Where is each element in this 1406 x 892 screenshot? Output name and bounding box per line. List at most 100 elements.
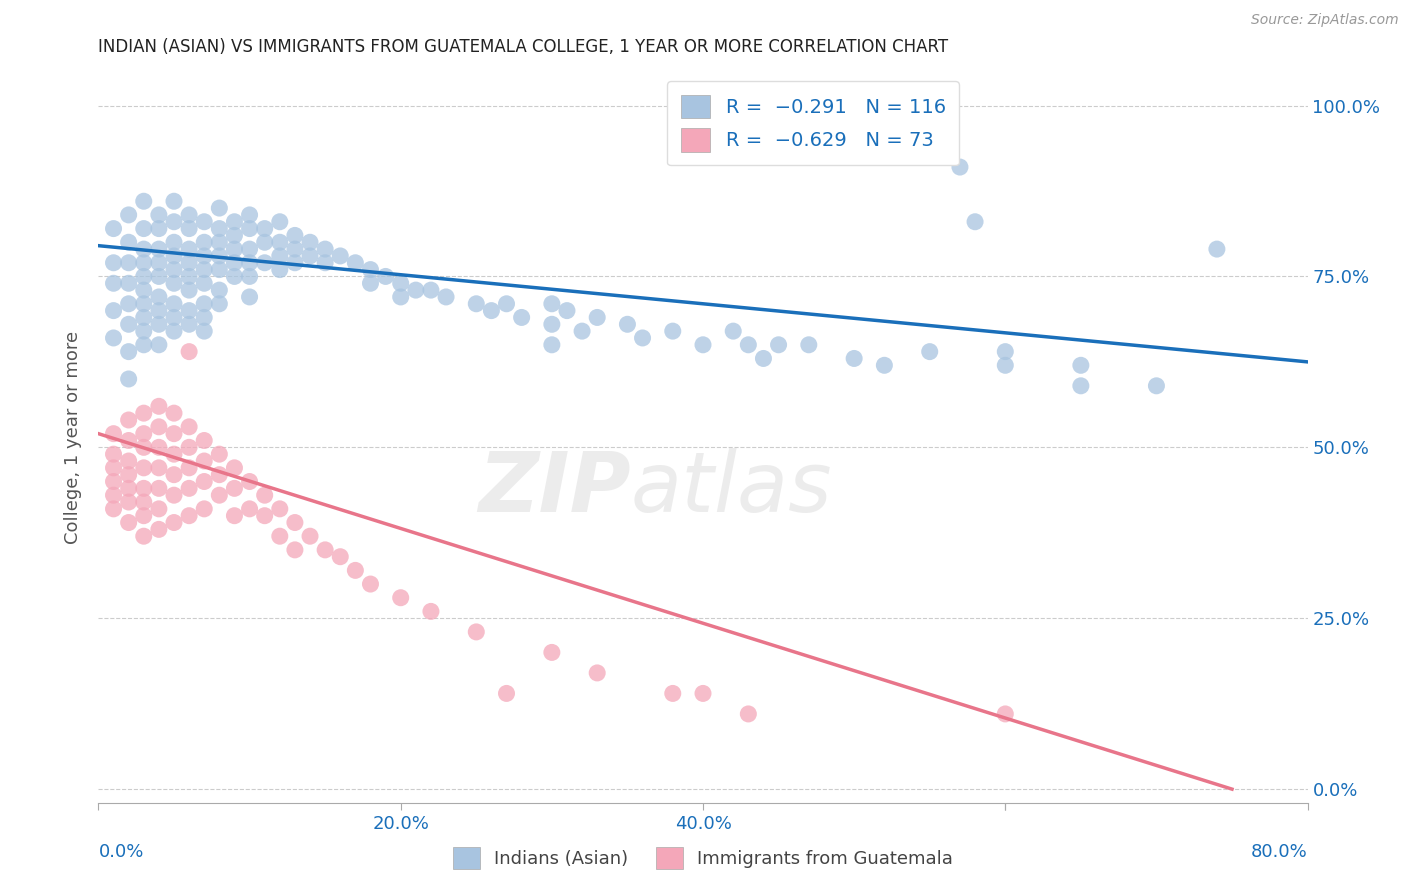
Point [132, 269, 155, 284]
Point [163, 277, 186, 291]
Point [360, 262, 382, 277]
Point [752, 351, 775, 366]
Point [224, 460, 246, 475]
Point [844, 351, 866, 366]
Point [132, 256, 155, 270]
Point [179, 508, 201, 523]
Point [269, 262, 291, 277]
Point [374, 269, 396, 284]
Point [132, 221, 155, 235]
Point [179, 344, 201, 359]
Point [118, 318, 141, 332]
Point [420, 283, 443, 297]
Point [555, 303, 578, 318]
Point [949, 160, 972, 174]
Point [389, 290, 412, 304]
Point [132, 460, 155, 475]
Point [420, 604, 443, 618]
Point [299, 529, 322, 543]
Point [132, 310, 155, 325]
Point [314, 542, 336, 557]
Point [148, 318, 170, 332]
Point [118, 235, 141, 250]
Point [239, 475, 262, 489]
Point [148, 256, 170, 270]
Point [299, 249, 322, 263]
Point [571, 324, 593, 338]
Point [299, 235, 322, 250]
Point [148, 440, 170, 454]
Point [103, 221, 125, 235]
Point [193, 434, 215, 448]
Point [163, 262, 186, 277]
Point [662, 686, 685, 700]
Point [118, 467, 141, 482]
Point [118, 434, 141, 448]
Point [360, 577, 382, 591]
Point [193, 454, 215, 468]
Point [284, 242, 307, 256]
Point [148, 420, 170, 434]
Point [239, 256, 262, 270]
Point [148, 460, 170, 475]
Point [239, 290, 262, 304]
Point [540, 645, 562, 659]
Point [253, 508, 276, 523]
Point [329, 549, 352, 564]
Point [148, 501, 170, 516]
Point [540, 338, 562, 352]
Point [314, 256, 336, 270]
Point [253, 221, 276, 235]
Point [118, 481, 141, 495]
Point [224, 481, 246, 495]
Point [239, 501, 262, 516]
Point [465, 297, 488, 311]
Point [269, 249, 291, 263]
Text: 0.0%: 0.0% [98, 843, 143, 861]
Point [193, 215, 215, 229]
Point [284, 228, 307, 243]
Point [965, 215, 987, 229]
Point [132, 194, 155, 209]
Text: atlas: atlas [630, 448, 832, 529]
Point [103, 501, 125, 516]
Point [586, 665, 609, 680]
Point [118, 372, 141, 386]
Point [148, 269, 170, 284]
Point [208, 262, 231, 277]
Point [224, 508, 246, 523]
Point [103, 447, 125, 461]
Point [1144, 379, 1167, 393]
Point [193, 277, 215, 291]
Point [465, 624, 488, 639]
Point [723, 324, 745, 338]
Point [148, 400, 170, 414]
Point [1070, 359, 1092, 373]
Point [284, 542, 307, 557]
Point [179, 460, 201, 475]
Point [797, 338, 820, 352]
Point [163, 426, 186, 441]
Point [118, 495, 141, 509]
Point [179, 303, 201, 318]
Point [179, 440, 201, 454]
Point [118, 454, 141, 468]
Point [148, 221, 170, 235]
Text: Source: ZipAtlas.com: Source: ZipAtlas.com [1251, 13, 1399, 28]
Point [179, 318, 201, 332]
Point [103, 303, 125, 318]
Point [994, 344, 1017, 359]
Point [208, 235, 231, 250]
Point [132, 426, 155, 441]
Point [208, 201, 231, 215]
Point [224, 269, 246, 284]
Text: INDIAN (ASIAN) VS IMMIGRANTS FROM GUATEMALA COLLEGE, 1 YEAR OR MORE CORRELATION : INDIAN (ASIAN) VS IMMIGRANTS FROM GUATEM… [98, 38, 949, 56]
Point [179, 256, 201, 270]
Point [481, 303, 503, 318]
Point [253, 256, 276, 270]
Point [103, 475, 125, 489]
Point [163, 215, 186, 229]
Point [179, 242, 201, 256]
Point [692, 338, 714, 352]
Point [208, 488, 231, 502]
